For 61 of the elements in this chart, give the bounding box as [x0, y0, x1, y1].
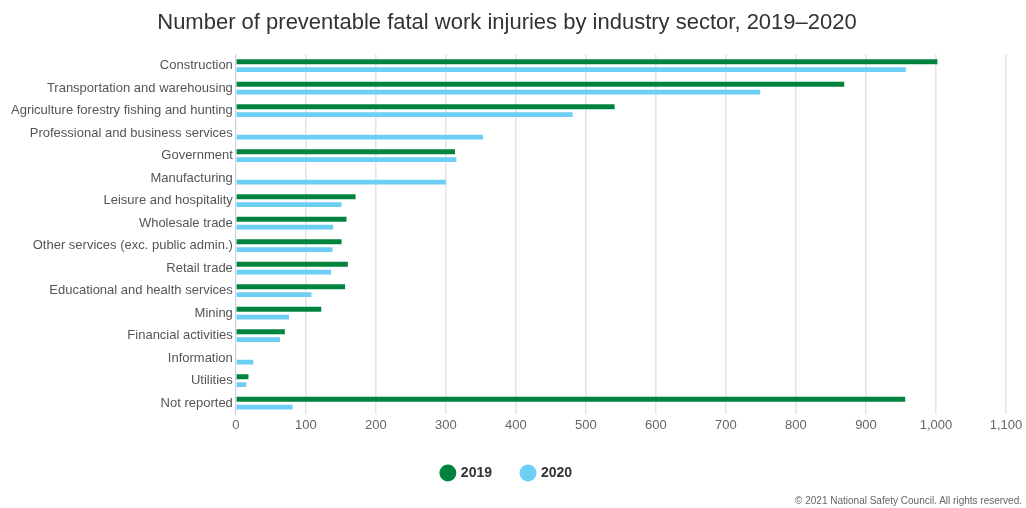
x-tick-label: 700 — [715, 416, 737, 432]
bar — [236, 404, 293, 410]
bar — [236, 239, 342, 245]
y-tick-label: Manufacturing — [150, 169, 233, 185]
y-tick-label: Leisure and hospitality — [103, 192, 234, 208]
x-tick-label: 400 — [505, 416, 527, 432]
y-tick-label: Transportation and warehousing — [46, 79, 233, 95]
bar — [236, 284, 346, 290]
bar — [236, 329, 285, 335]
x-tick-label: 900 — [855, 416, 877, 432]
bar — [236, 269, 332, 275]
x-tick-label: 200 — [365, 416, 387, 432]
legend-label: 2020 — [541, 463, 573, 480]
bar — [236, 157, 457, 163]
bar — [236, 261, 348, 267]
x-tick-label: 100 — [295, 416, 317, 432]
x-tick-label: 500 — [575, 416, 597, 432]
bar — [236, 179, 446, 185]
x-tick-label: 300 — [435, 416, 457, 432]
bar — [236, 67, 906, 73]
y-tick-label: Utilities — [190, 372, 234, 388]
x-tick-label: 600 — [645, 416, 667, 432]
bar — [236, 202, 342, 208]
bar — [236, 314, 290, 320]
legend-label: 2019 — [460, 463, 493, 480]
bar — [236, 149, 455, 155]
bar — [236, 224, 334, 230]
y-tick-label: Mining — [194, 304, 233, 320]
bar — [236, 374, 249, 380]
y-tick-label: Information — [167, 349, 233, 365]
bar — [236, 359, 254, 365]
bar — [236, 247, 333, 253]
bar — [236, 104, 615, 110]
bar — [236, 134, 483, 140]
y-tick-label: Financial activities — [127, 327, 234, 343]
y-tick-label: Agriculture forestry fishing and hunting — [10, 102, 233, 118]
y-tick-label: Wholesale trade — [138, 214, 233, 230]
y-tick-label: Construction — [159, 57, 233, 73]
y-tick-label: Professional and business services — [29, 124, 234, 140]
bar — [236, 337, 280, 343]
bar — [236, 292, 312, 298]
x-tick-label: 1,000 — [919, 416, 953, 432]
bar — [236, 194, 356, 200]
y-tick-label: Other services (exc. public admin.) — [32, 237, 233, 253]
text: © 2021 National Safety Council. All rights reserved. — [795, 495, 1022, 506]
x-tick-label: 800 — [785, 416, 807, 432]
y-tick-label: Educational and health services — [49, 282, 234, 298]
bar — [236, 382, 247, 388]
bar — [236, 59, 938, 65]
bar — [236, 112, 573, 118]
bar — [236, 89, 761, 95]
y-tick-label: Retail trade — [166, 259, 233, 275]
bar — [236, 306, 322, 312]
bar — [236, 216, 347, 222]
y-tick-label: Government — [161, 147, 234, 163]
y-tick-label: Not reported — [160, 394, 233, 410]
x-tick-label: 0 — [232, 416, 240, 432]
bar — [236, 396, 906, 402]
x-tick-label: 1,100 — [989, 416, 1023, 432]
bar — [236, 81, 845, 87]
chart-title: Number of preventable fatal work injuries by industry sector, 2019–2020 — [157, 9, 857, 35]
